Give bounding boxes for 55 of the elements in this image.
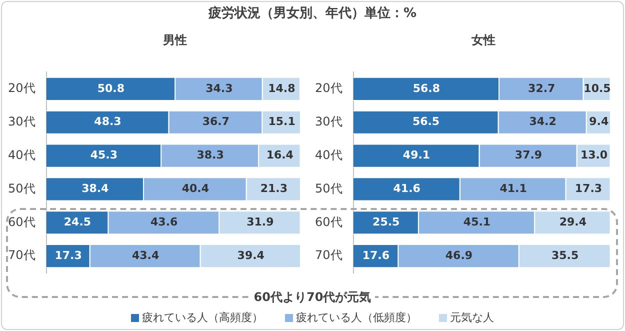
data-label: 24.5 bbox=[64, 216, 92, 229]
data-label: 34.2 bbox=[529, 115, 556, 128]
data-label: 25.5 bbox=[372, 216, 400, 229]
y-tick-label: 30代 bbox=[314, 114, 342, 128]
chart-subtitle: 女性 bbox=[470, 32, 496, 49]
data-label: 49.1 bbox=[402, 148, 430, 162]
data-label: 45.1 bbox=[463, 216, 491, 229]
y-tick-label: 60代 bbox=[314, 214, 342, 229]
data-label: 36.7 bbox=[202, 115, 230, 128]
data-label: 29.4 bbox=[559, 216, 587, 229]
data-label: 50.8 bbox=[97, 82, 124, 95]
data-label: 43.4 bbox=[132, 248, 160, 262]
data-label: 32.7 bbox=[528, 82, 556, 95]
data-label: 56.5 bbox=[412, 115, 440, 128]
y-tick-label: 20代 bbox=[8, 81, 36, 96]
data-label: 46.9 bbox=[445, 248, 473, 262]
data-label: 38.4 bbox=[82, 182, 110, 196]
y-tick-label: 50代 bbox=[8, 181, 36, 196]
chart-title: 疲労状況（男女別、年代）単位：% bbox=[207, 4, 418, 22]
legend-label: 元気な人 bbox=[450, 310, 494, 325]
y-tick-label: 30代 bbox=[8, 114, 36, 128]
data-label: 40.4 bbox=[182, 182, 210, 196]
data-label: 21.3 bbox=[260, 182, 288, 196]
data-label: 17.3 bbox=[574, 182, 602, 196]
data-label: 13.0 bbox=[580, 148, 608, 162]
legend-label: 疲れている人（低頻度） bbox=[296, 310, 417, 325]
legend-label: 疲れている人（高頻度） bbox=[142, 310, 263, 325]
y-tick-label: 70代 bbox=[314, 248, 342, 262]
data-label: 14.8 bbox=[268, 82, 296, 95]
data-label: 15.1 bbox=[268, 115, 296, 128]
y-tick-label: 50代 bbox=[314, 181, 342, 196]
chart-subtitle: 男性 bbox=[162, 32, 188, 49]
data-label: 45.3 bbox=[90, 148, 118, 162]
data-label: 35.5 bbox=[551, 248, 579, 262]
data-label: 16.4 bbox=[266, 148, 294, 162]
data-label: 17.6 bbox=[362, 248, 390, 262]
data-label: 38.3 bbox=[196, 148, 224, 162]
data-label: 41.1 bbox=[500, 182, 527, 196]
y-tick-label: 70代 bbox=[8, 248, 36, 262]
data-label: 17.3 bbox=[54, 248, 82, 262]
data-label: 43.6 bbox=[150, 216, 178, 229]
data-label: 34.3 bbox=[206, 82, 233, 95]
y-tick-label: 20代 bbox=[314, 81, 342, 96]
data-label: 9.4 bbox=[589, 115, 609, 128]
data-label: 56.8 bbox=[412, 82, 440, 95]
data-label: 31.9 bbox=[246, 216, 274, 229]
data-label: 41.6 bbox=[393, 182, 421, 196]
data-label: 37.9 bbox=[514, 148, 542, 162]
data-label: 39.4 bbox=[237, 248, 265, 262]
y-tick-label: 40代 bbox=[8, 148, 36, 162]
data-label: 48.3 bbox=[94, 115, 122, 128]
y-tick-label: 40代 bbox=[314, 148, 342, 162]
data-label: 10.5 bbox=[584, 82, 611, 95]
y-tick-label: 60代 bbox=[8, 214, 36, 229]
text: 60代より70代が元気 bbox=[250, 290, 376, 304]
